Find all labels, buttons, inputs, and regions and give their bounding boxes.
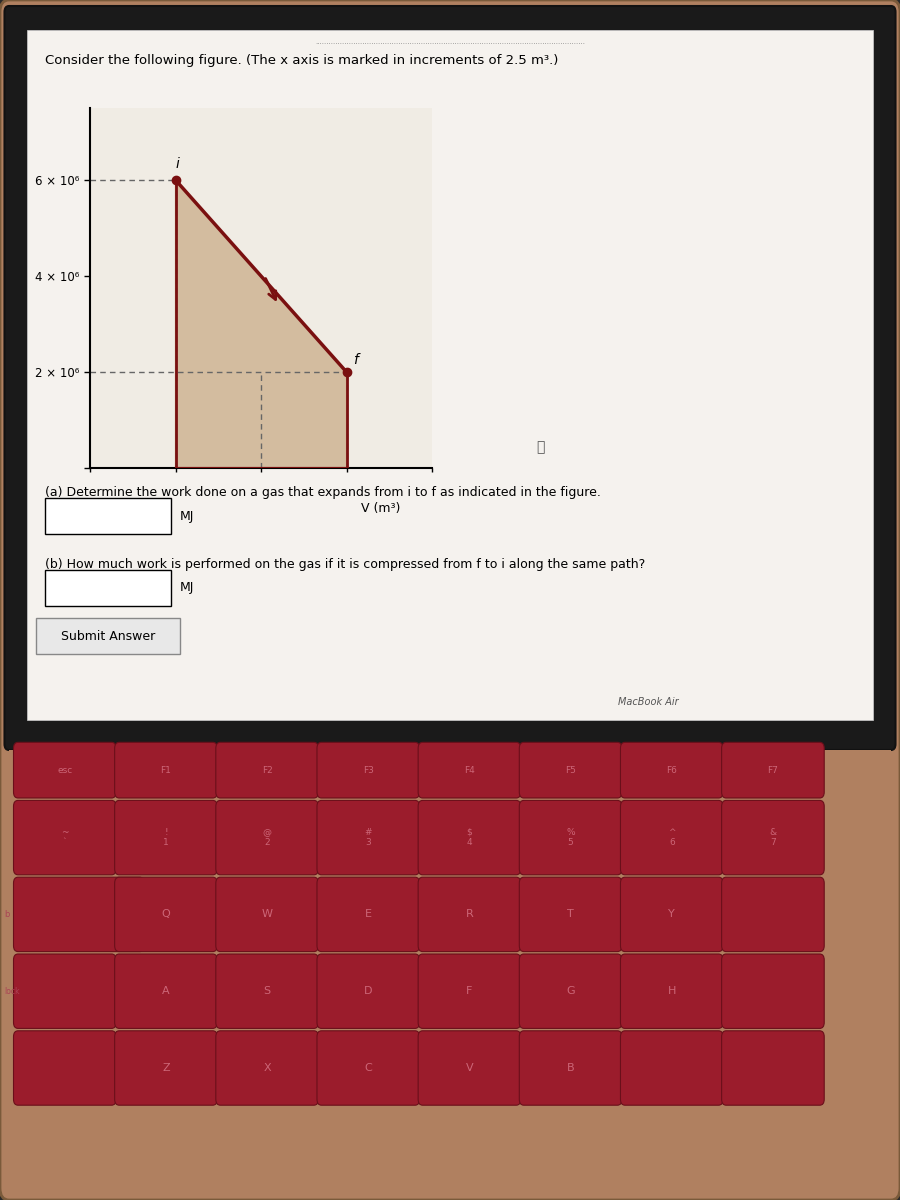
- Text: Q: Q: [162, 910, 170, 919]
- Text: G: G: [566, 986, 575, 996]
- Text: F4: F4: [464, 766, 475, 775]
- Text: (a) Determine the work done on a gas that expands from i to f as indicated in th: (a) Determine the work done on a gas tha…: [45, 486, 601, 499]
- Text: F5: F5: [565, 766, 576, 775]
- Text: F2: F2: [262, 766, 273, 775]
- Text: V: V: [465, 1063, 473, 1073]
- Text: H: H: [668, 986, 676, 996]
- Text: ^
6: ^ 6: [668, 828, 676, 847]
- Text: @
2: @ 2: [263, 828, 272, 847]
- Text: Z: Z: [162, 1063, 170, 1073]
- Text: &
7: & 7: [770, 828, 777, 847]
- Text: %
5: % 5: [566, 828, 575, 847]
- Text: D: D: [364, 986, 373, 996]
- Text: MJ: MJ: [180, 510, 194, 522]
- Text: $
4: $ 4: [466, 828, 472, 847]
- Text: !
1: ! 1: [163, 828, 169, 847]
- Text: Y: Y: [669, 910, 675, 919]
- Text: F: F: [466, 986, 472, 996]
- Text: F7: F7: [768, 766, 778, 775]
- Text: C: C: [364, 1063, 373, 1073]
- Text: ~
`: ~ `: [61, 828, 68, 847]
- Text: Submit Answer: Submit Answer: [61, 630, 155, 642]
- Text: i: i: [176, 157, 179, 172]
- Text: ⓘ: ⓘ: [536, 440, 544, 455]
- Text: esc: esc: [58, 766, 72, 775]
- Text: Consider the following figure. (The x axis is marked in increments of 2.5 m³.): Consider the following figure. (The x ax…: [45, 54, 558, 67]
- Text: #
3: # 3: [364, 828, 372, 847]
- Text: P (Pa): P (Pa): [104, 114, 140, 127]
- Text: f: f: [354, 353, 358, 367]
- Text: MJ: MJ: [180, 582, 194, 594]
- Text: ................................................................................: ........................................…: [315, 38, 585, 44]
- Text: F3: F3: [363, 766, 374, 775]
- Text: V (m³): V (m³): [361, 502, 400, 515]
- Text: F6: F6: [666, 766, 677, 775]
- Text: F1: F1: [160, 766, 171, 775]
- Text: lock: lock: [4, 986, 20, 996]
- Text: E: E: [364, 910, 372, 919]
- Text: b: b: [4, 910, 10, 919]
- Polygon shape: [176, 180, 346, 468]
- Text: R: R: [465, 910, 473, 919]
- Text: (b) How much work is performed on the gas if it is compressed from f to i along : (b) How much work is performed on the ga…: [45, 558, 645, 571]
- Text: A: A: [162, 986, 170, 996]
- Text: B: B: [567, 1063, 574, 1073]
- Text: T: T: [567, 910, 574, 919]
- Text: MacBook Air: MacBook Air: [617, 697, 679, 707]
- Text: S: S: [264, 986, 271, 996]
- Text: W: W: [262, 910, 273, 919]
- Text: X: X: [264, 1063, 271, 1073]
